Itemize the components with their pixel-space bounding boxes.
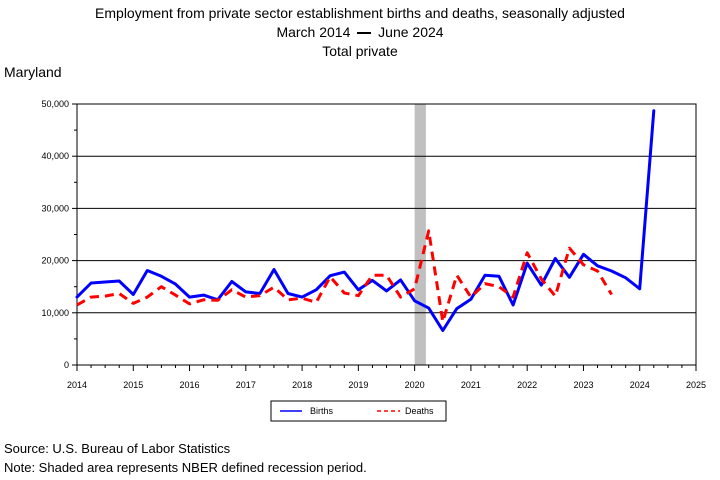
- legend-births-label: Births: [310, 406, 334, 416]
- x-tick-label: 2016: [180, 380, 200, 390]
- x-tick-label: 2023: [573, 380, 593, 390]
- chart-subtitle: March 2014 June 2024: [0, 24, 720, 41]
- y-tick-label: 40,000: [41, 151, 69, 161]
- recession-shading: [414, 104, 426, 365]
- subtitle-start: March 2014: [276, 24, 351, 40]
- x-tick-label: 2019: [348, 380, 368, 390]
- legend: Births Deaths: [270, 400, 447, 422]
- x-tick-label: 2022: [517, 380, 537, 390]
- y-tick-label: 0: [64, 360, 69, 370]
- y-tick-label: 10,000: [41, 308, 69, 318]
- series-label: Total private: [322, 43, 398, 59]
- source-note: Source: U.S. Bureau of Labor Statistics: [4, 441, 231, 456]
- region-label: Maryland: [4, 64, 62, 80]
- recession-bar: [414, 104, 426, 365]
- legend-box: [270, 400, 447, 422]
- x-tick-label: 2025: [686, 380, 706, 390]
- x-tick-label: 2017: [236, 380, 256, 390]
- y-tick-label: 50,000: [41, 99, 69, 109]
- x-tick-label: 2014: [67, 380, 87, 390]
- legend-deaths-label: Deaths: [405, 406, 434, 416]
- x-tick-label: 2020: [405, 380, 425, 390]
- series-lines: [75, 109, 656, 332]
- x-tick-label: 2024: [630, 380, 650, 390]
- x-tick-label: 2015: [123, 380, 143, 390]
- subtitle-end: June 2024: [378, 24, 444, 40]
- grid-lines: [77, 155, 696, 314]
- plot-frame: [76, 103, 697, 366]
- recession-note: Note: Shaded area represents NBER define…: [4, 460, 367, 475]
- axis-ticks: 0 10,000 20,000 30,000 40,000 50,000 2014 2015 2…: [41, 99, 706, 390]
- y-tick-label: 30,000: [41, 203, 69, 213]
- x-tick-label: 2021: [461, 380, 481, 390]
- chart-title: Employment from private sector establish…: [95, 5, 625, 21]
- x-tick-label: 2018: [292, 380, 312, 390]
- series-line-deaths: [76, 229, 613, 324]
- series-line-births: [75, 109, 656, 332]
- y-tick-label: 20,000: [41, 256, 69, 266]
- subtitle-dash: [357, 32, 372, 35]
